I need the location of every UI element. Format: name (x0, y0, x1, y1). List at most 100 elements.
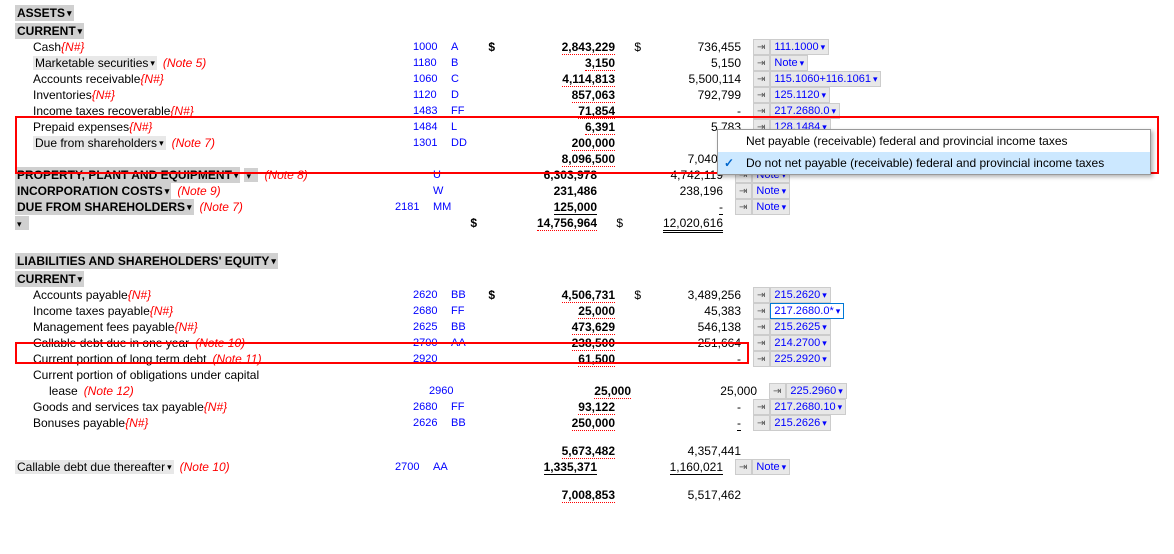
amount-prior: 5,150 (711, 56, 741, 70)
ref-link[interactable]: 217.2680.0* (770, 303, 844, 319)
assets-row-label: Inventories (33, 88, 92, 102)
link-icon[interactable]: ⇥ (753, 87, 770, 103)
assets-row-label: Cash (33, 40, 61, 54)
liabilities-header[interactable]: LIABILITIES AND SHAREHOLDERS' EQUITY (15, 253, 278, 269)
col-code: A (451, 41, 475, 53)
blank-dd[interactable] (15, 216, 29, 230)
dollar-sign: $ (475, 40, 495, 54)
ref-link[interactable]: 225.2920 (770, 351, 830, 367)
dollar-sign-2: $ (621, 288, 641, 302)
amount-current: 25,000 (578, 304, 615, 319)
dfs-header[interactable]: DUE FROM SHAREHOLDERS (15, 199, 194, 215)
ref-link[interactable]: Note (770, 55, 808, 71)
amount-current: 71,854 (578, 104, 615, 119)
ref-link[interactable]: 115.1060+116.1061 (770, 71, 881, 87)
link-icon[interactable]: ⇥ (753, 351, 770, 367)
inc-link-icon[interactable]: ⇥ (735, 183, 752, 199)
assets-current-subtotal-1: 8,096,500 (562, 152, 615, 167)
assets-row-label[interactable]: Marketable securities (33, 56, 157, 70)
amount-prior: 736,455 (698, 40, 741, 54)
col-code: DD (451, 137, 475, 149)
nh-marker: {N#} (170, 104, 193, 118)
assets-row-label[interactable]: Due from shareholders (33, 136, 166, 150)
ref-link[interactable]: 125.1120 (770, 87, 830, 103)
callable-code2: AA (433, 461, 457, 473)
nh-marker: {N#} (61, 40, 84, 54)
ref-link[interactable]: 215.2626 (770, 415, 830, 431)
callable-code1: 2700 (395, 461, 433, 473)
gifi-code: 1301 (413, 137, 451, 149)
inc-amt2: 238,196 (623, 184, 729, 198)
amount-current: 473,629 (572, 320, 615, 335)
ref-link[interactable]: 215.2620 (770, 287, 830, 303)
liab-row-label: Accounts payable (33, 288, 128, 302)
dfs-amt1: 125,000 (554, 200, 597, 215)
inc-header[interactable]: INCORPORATION COSTS (15, 183, 171, 199)
link-icon[interactable]: ⇥ (753, 303, 770, 319)
col-code: FF (451, 305, 475, 317)
ref-link[interactable]: 215.2625 (770, 319, 830, 335)
liab-subtotal-1: 5,673,482 (562, 444, 615, 459)
total-assets-amt1: 14,756,964 (537, 216, 597, 231)
assets-row-label: Prepaid expenses (33, 120, 129, 134)
dfs-link-icon[interactable]: ⇥ (735, 199, 752, 215)
ref-link[interactable]: 214.2700 (770, 335, 830, 351)
col-code: B (451, 57, 475, 69)
col-code: BB (451, 417, 475, 429)
nh-marker: {N#} (204, 400, 227, 414)
ppe-header[interactable]: PROPERTY, PLANT AND EQUIPMENT (15, 167, 240, 183)
gifi-code: 2680 (413, 305, 451, 317)
callable-amt1: 1,335,371 (544, 460, 597, 475)
col-code: AA (451, 337, 475, 349)
link-icon[interactable]: ⇥ (753, 103, 770, 119)
liab-row-label: Bonuses payable (33, 416, 125, 430)
ref-link[interactable]: 111.1000 (770, 39, 829, 55)
inc-amt1: 231,486 (477, 184, 603, 198)
ppe-extra-dd[interactable] (244, 168, 258, 182)
callable-ref[interactable]: Note (752, 459, 790, 475)
popup-net-option[interactable]: Net payable (receivable) federal and pro… (718, 130, 1150, 152)
amount-prior: - (737, 352, 741, 366)
ppe-amt2: 4,742,119 (623, 168, 729, 182)
ref-link[interactable]: 217.2680.0 (770, 103, 840, 119)
assets-header[interactable]: ASSETS (15, 5, 74, 21)
amount-prior: - (737, 416, 741, 431)
ppe-amt1: 6,303,978 (477, 168, 603, 182)
link-icon[interactable]: ⇥ (753, 39, 770, 55)
amount-prior: 45,383 (704, 304, 741, 318)
current-assets-header[interactable]: CURRENT (15, 23, 84, 39)
link-icon[interactable]: ⇥ (753, 415, 770, 431)
link-icon[interactable]: ⇥ (753, 399, 770, 415)
nh-marker: {N#} (128, 288, 151, 302)
ref-link[interactable]: 217.2680.10 (770, 399, 846, 415)
gifi-code: 1000 (413, 41, 451, 53)
inc-ref[interactable]: Note (752, 183, 790, 199)
link-icon[interactable]: ⇥ (753, 319, 770, 335)
link-icon[interactable]: ⇥ (769, 383, 786, 399)
liab-row-label: Goods and services tax payable (33, 400, 204, 414)
nh-marker: {N#} (129, 120, 152, 134)
ppe-code2: U (433, 169, 457, 181)
nh-marker: {N#} (125, 416, 148, 430)
gifi-code: 2960 (429, 385, 467, 397)
dfs-ref[interactable]: Note (752, 199, 790, 215)
link-icon[interactable]: ⇥ (753, 287, 770, 303)
current-liab-header[interactable]: CURRENT (15, 271, 84, 287)
amount-prior: 25,000 (720, 384, 757, 398)
amount-current: 238,500 (572, 336, 615, 351)
callable-link-icon[interactable]: ⇥ (735, 459, 752, 475)
ref-link[interactable]: 225.2960 (786, 383, 846, 399)
nh-marker: {N#} (92, 88, 115, 102)
callable-label[interactable]: Callable debt due thereafter (15, 460, 174, 474)
link-icon[interactable]: ⇥ (753, 71, 770, 87)
total-assets-d1: $ (457, 216, 477, 230)
popup-donot-net-option[interactable]: ✓ Do not net payable (receivable) federa… (718, 152, 1150, 174)
link-icon[interactable]: ⇥ (753, 335, 770, 351)
note-marker: (Note 5) (163, 56, 206, 70)
amount-current: 93,122 (578, 400, 615, 415)
col-code: D (451, 89, 475, 101)
link-icon[interactable]: ⇥ (753, 55, 770, 71)
liab-row-label: lease (49, 384, 78, 398)
amount-current: 4,114,813 (562, 72, 615, 87)
note-marker: (Note 10) (195, 336, 245, 350)
